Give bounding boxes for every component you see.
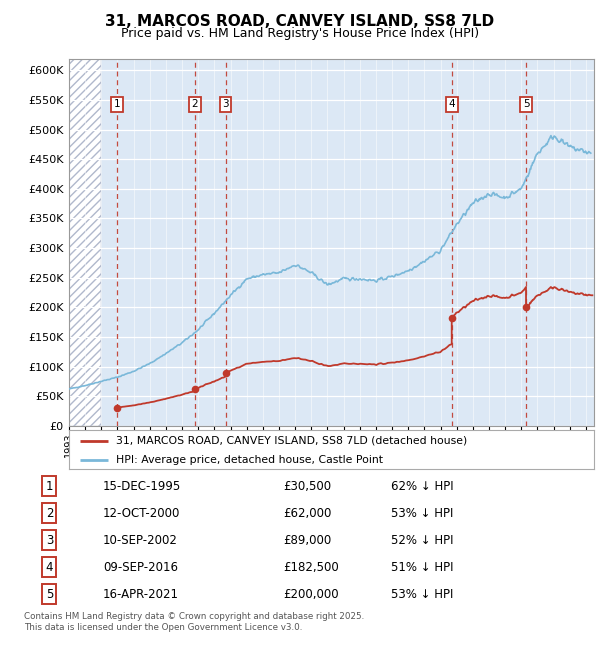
Bar	[69, 58, 101, 426]
Text: 2: 2	[191, 99, 198, 109]
Text: Contains HM Land Registry data © Crown copyright and database right 2025.
This d: Contains HM Land Registry data © Crown c…	[24, 612, 364, 632]
Text: 09-SEP-2016: 09-SEP-2016	[103, 561, 178, 574]
Text: 53% ↓ HPI: 53% ↓ HPI	[391, 506, 453, 519]
Text: 4: 4	[46, 561, 53, 574]
Text: 52% ↓ HPI: 52% ↓ HPI	[391, 534, 453, 547]
Text: 2: 2	[46, 506, 53, 519]
Text: HPI: Average price, detached house, Castle Point: HPI: Average price, detached house, Cast…	[116, 454, 383, 465]
Text: 5: 5	[46, 588, 53, 601]
Text: 62% ↓ HPI: 62% ↓ HPI	[391, 480, 453, 493]
Text: 3: 3	[222, 99, 229, 109]
Text: £30,500: £30,500	[283, 480, 332, 493]
Text: 4: 4	[448, 99, 455, 109]
Text: 1: 1	[46, 480, 53, 493]
Text: 10-SEP-2002: 10-SEP-2002	[103, 534, 178, 547]
Text: 15-DEC-1995: 15-DEC-1995	[103, 480, 181, 493]
Text: 53% ↓ HPI: 53% ↓ HPI	[391, 588, 453, 601]
Text: 12-OCT-2000: 12-OCT-2000	[103, 506, 181, 519]
Text: 5: 5	[523, 99, 529, 109]
Text: £200,000: £200,000	[283, 588, 339, 601]
Text: £89,000: £89,000	[283, 534, 332, 547]
Text: 3: 3	[46, 534, 53, 547]
Text: 51% ↓ HPI: 51% ↓ HPI	[391, 561, 453, 574]
Text: 31, MARCOS ROAD, CANVEY ISLAND, SS8 7LD: 31, MARCOS ROAD, CANVEY ISLAND, SS8 7LD	[106, 14, 494, 29]
Text: £182,500: £182,500	[283, 561, 339, 574]
Text: 16-APR-2021: 16-APR-2021	[103, 588, 179, 601]
Text: 1: 1	[113, 99, 120, 109]
Text: 31, MARCOS ROAD, CANVEY ISLAND, SS8 7LD (detached house): 31, MARCOS ROAD, CANVEY ISLAND, SS8 7LD …	[116, 436, 467, 446]
Text: £62,000: £62,000	[283, 506, 332, 519]
Text: Price paid vs. HM Land Registry's House Price Index (HPI): Price paid vs. HM Land Registry's House …	[121, 27, 479, 40]
